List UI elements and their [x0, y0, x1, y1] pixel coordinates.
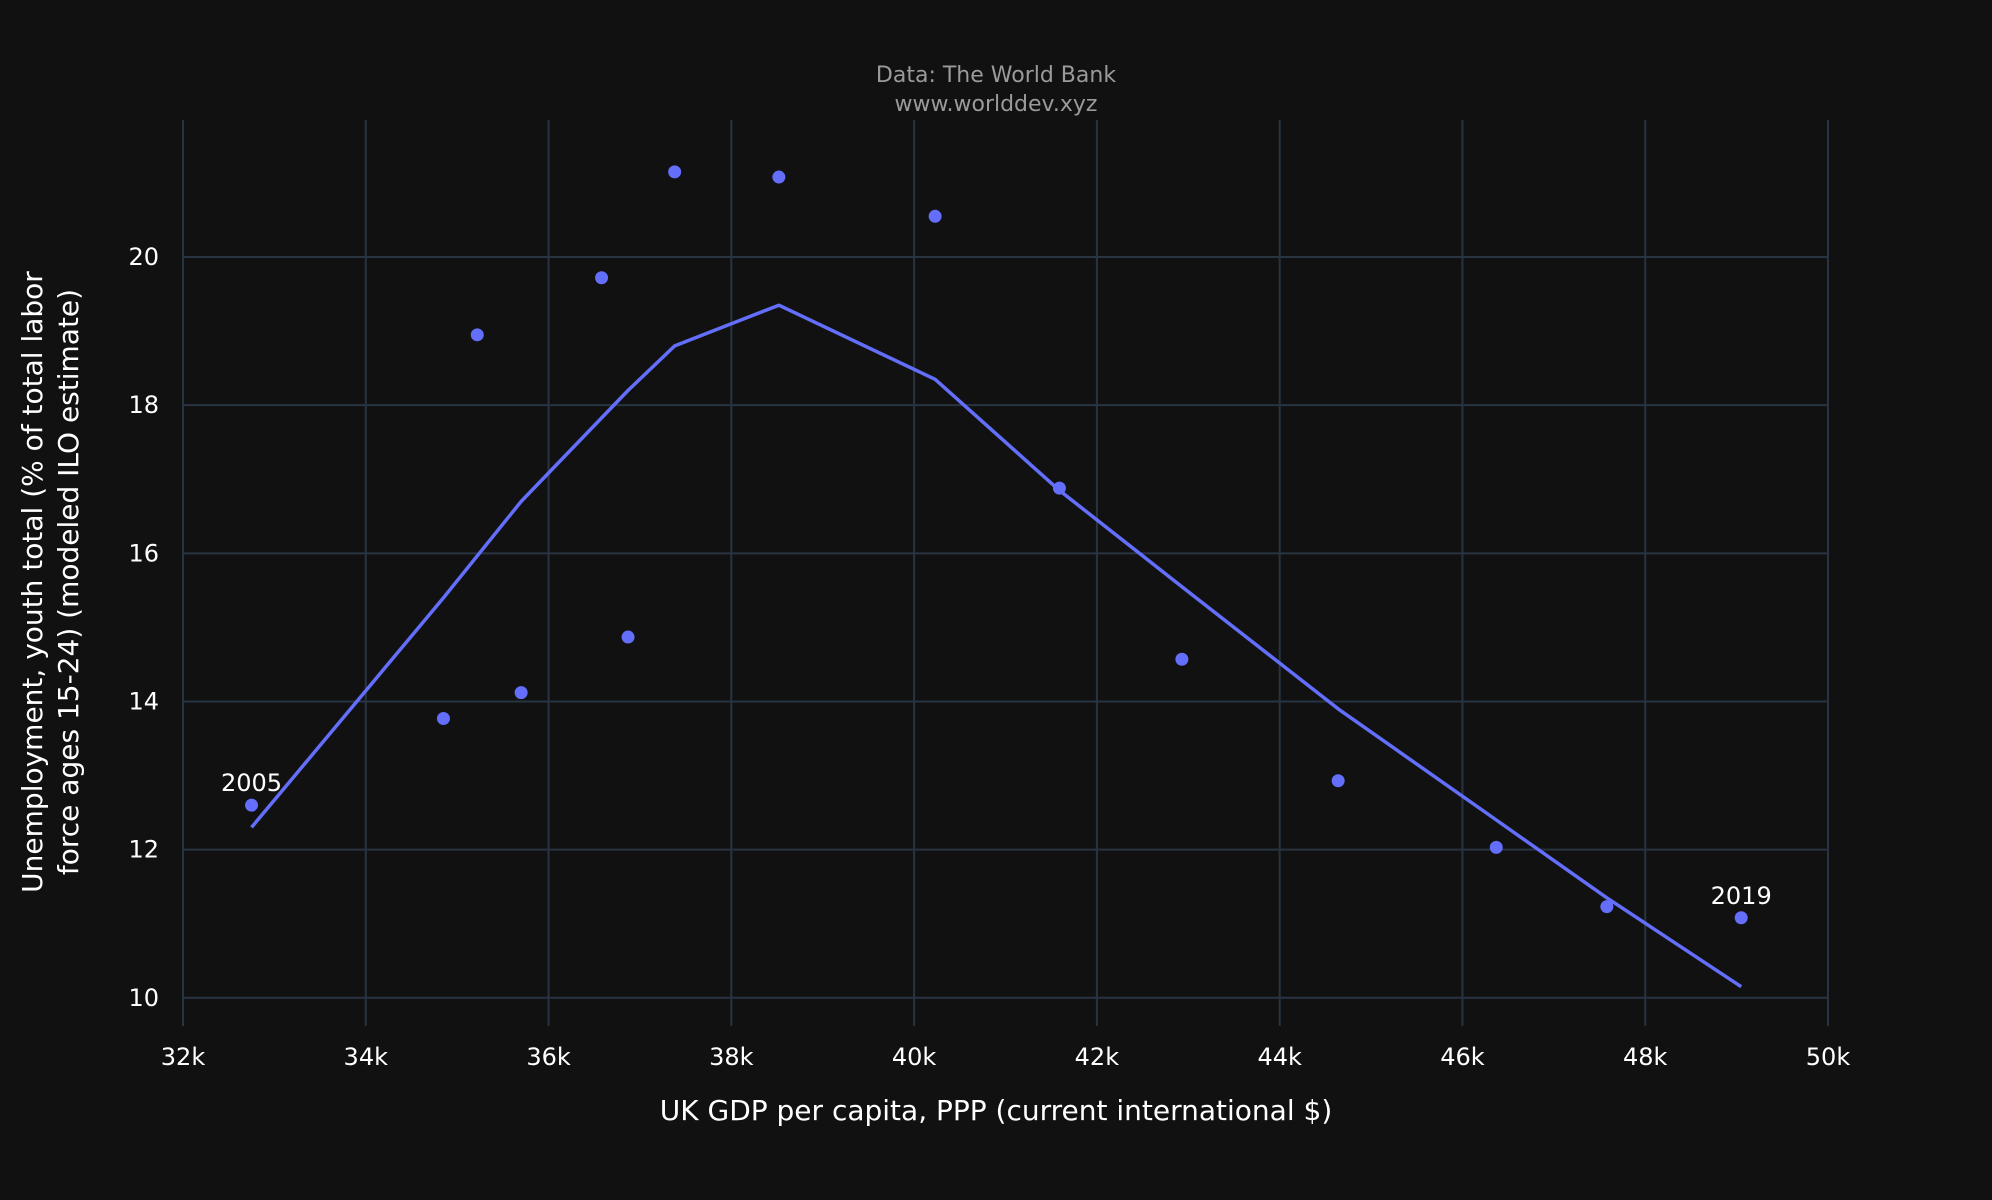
x-tick-labels: 32k 34k 36k 38k 40k 42k 44k 46k 48k 50k: [161, 1043, 1851, 1071]
data-points: [245, 165, 1748, 925]
data-point: [1734, 911, 1748, 925]
data-point: [1331, 774, 1345, 788]
x-tick-label: 42k: [1075, 1043, 1120, 1071]
x-tick-label: 46k: [1440, 1043, 1485, 1071]
data-point: [245, 798, 259, 812]
grid-lines: [182, 120, 1829, 1026]
y-tick-label: 18: [128, 391, 159, 419]
y-tick-label: 20: [128, 243, 159, 271]
chart-title-line-2: www.worlddev.xyz: [895, 92, 1098, 117]
x-tick-label: 48k: [1623, 1043, 1668, 1071]
data-point: [1175, 652, 1189, 666]
x-tick-label: 40k: [892, 1043, 937, 1071]
data-point: [1489, 840, 1503, 854]
y-axis-title: Unemployment, youth total (% of total la…: [16, 271, 85, 893]
x-tick-label: 44k: [1257, 1043, 1302, 1071]
y-tick-label: 16: [128, 539, 159, 567]
point-label: 2019: [1711, 882, 1772, 910]
y-tick-label: 14: [128, 687, 159, 715]
x-tick-label: 38k: [709, 1043, 754, 1071]
data-point: [1600, 900, 1614, 914]
x-tick-label: 50k: [1806, 1043, 1851, 1071]
x-tick-label: 34k: [344, 1043, 389, 1071]
chart-title: Data: The World Bank www.worlddev.xyz: [876, 63, 1116, 117]
x-axis-title: UK GDP per capita, PPP (current internat…: [660, 1094, 1333, 1127]
trend-line: [250, 303, 1743, 989]
point-labels: 2005 2019: [221, 769, 1772, 910]
x-tick-label: 32k: [161, 1043, 206, 1071]
y-tick-labels: 10 12 14 16 18 20: [128, 243, 159, 1012]
x-tick-label: 36k: [526, 1043, 571, 1071]
data-point: [772, 170, 786, 184]
point-label: 2005: [221, 769, 282, 797]
y-tick-label: 10: [128, 984, 159, 1012]
data-point: [595, 271, 609, 285]
trend-line-layer: [250, 303, 1743, 989]
data-point: [436, 712, 450, 726]
y-axis-title-line-2: force ages 15-24) (modeled ILO estimate): [52, 289, 85, 875]
data-point: [668, 165, 682, 179]
y-axis-title-line-1: Unemployment, youth total (% of total la…: [16, 271, 49, 893]
data-point: [470, 328, 484, 342]
y-tick-label: 12: [128, 836, 159, 864]
data-point: [514, 686, 528, 700]
data-point: [621, 630, 635, 644]
data-point: [1052, 481, 1066, 495]
data-point: [928, 209, 942, 223]
chart-title-line-1: Data: The World Bank: [876, 63, 1116, 88]
